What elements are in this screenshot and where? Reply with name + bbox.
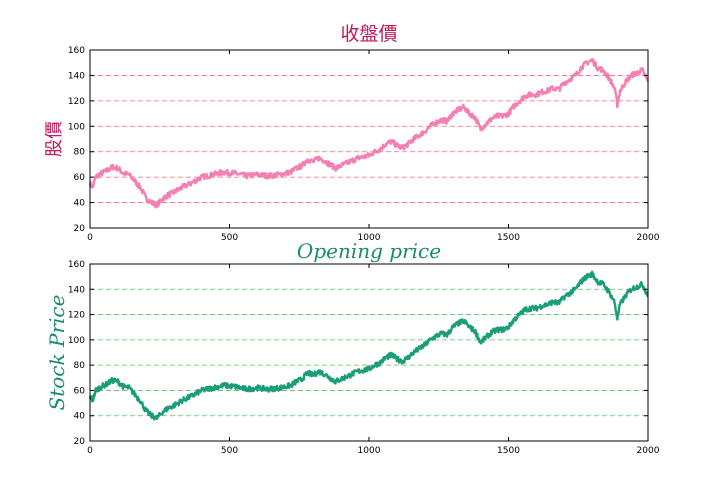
x-tick-label: 1000 xyxy=(358,233,381,243)
x-tick-label: 2000 xyxy=(637,446,660,456)
x-tick-label: 2000 xyxy=(637,233,660,243)
y-tick-label: 120 xyxy=(68,311,85,321)
y-tick-label: 160 xyxy=(68,260,85,270)
y-tick-label: 60 xyxy=(74,386,86,396)
x-tick-label: 0 xyxy=(87,233,93,243)
y-tick-label: 40 xyxy=(74,412,86,422)
axes-frame xyxy=(89,263,649,442)
series-line xyxy=(88,57,650,209)
y-tick-label: 60 xyxy=(74,173,86,183)
chart-panel-1: 0 500 1000 1500 2000 20 40 60 80 100 120 140 160 收盤價股… xyxy=(44,23,660,243)
y-tick-label: 120 xyxy=(68,97,85,107)
y-tick-label: 160 xyxy=(68,46,85,56)
y-tick-label: 80 xyxy=(74,148,86,158)
axes-frame xyxy=(89,49,649,229)
x-tick-label: 0 xyxy=(87,446,93,456)
x-tick-label: 500 xyxy=(221,233,238,243)
x-tick-label: 1000 xyxy=(358,446,381,456)
y-tick-label: 100 xyxy=(68,336,85,346)
y-tick-label: 140 xyxy=(68,285,85,295)
y-tick-label: 40 xyxy=(74,199,86,209)
chart-title: 收盤價 xyxy=(340,23,397,45)
x-tick-label: 500 xyxy=(221,446,238,456)
y-axis-label: Stock Price xyxy=(45,295,69,411)
x-tick-label: 1500 xyxy=(497,446,520,456)
chart-title: Opening price xyxy=(297,239,441,263)
y-tick-label: 140 xyxy=(68,71,85,81)
series-line xyxy=(88,270,649,421)
x-tick-label: 1500 xyxy=(497,233,520,243)
y-tick-label: 20 xyxy=(74,224,86,234)
y-tick-label: 80 xyxy=(74,361,86,371)
y-tick-label: 100 xyxy=(68,122,85,132)
y-tick-label: 20 xyxy=(74,437,86,447)
y-axis-label: 股價 xyxy=(44,121,65,157)
chart-panel-2: 0 500 1000 1500 2000 20 40 60 80 100 120 140 160 Open… xyxy=(45,239,660,456)
